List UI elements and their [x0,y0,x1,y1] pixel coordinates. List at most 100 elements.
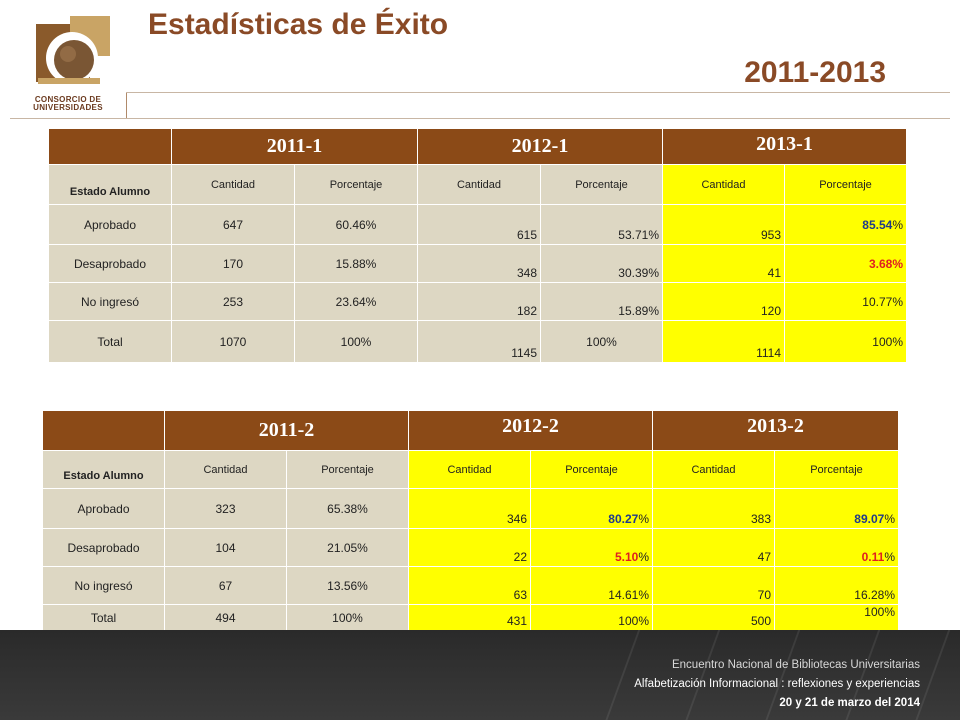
period-header: 2013-2 [652,410,899,451]
porcentaje-cell: 65.38% [286,488,409,529]
col-cantidad: Cantidad [408,450,531,489]
footer-event-date: 20 y 21 de marzo del 2014 [779,697,920,709]
porcentaje-cell: 100% [784,320,907,363]
period-header: 2013-1 [662,128,907,165]
estado-cell: Aprobado [48,204,172,245]
cantidad-cell: 953 [662,204,785,245]
table-corner [48,128,172,165]
estado-cell: No ingresó [42,566,165,605]
period-header: 2011-2 [164,410,409,451]
porcentaje-value: 16.28 [854,588,885,602]
porcentaje-cell: 13.56% [286,566,409,605]
porcentaje-cell: 53.71% [540,204,663,245]
estado-cell: No ingresó [48,282,172,321]
estado-cell: Total [42,604,165,631]
header-divider-vertical [126,92,127,118]
porcentaje-value: 89.07 [854,512,885,526]
estado-cell: Desaprobado [42,528,165,567]
estado-cell: Total [48,320,172,363]
table-row: No ingresó 67 13.56% 63 14.61% 70 16.28% [42,566,899,605]
col-cantidad: Cantidad [652,450,775,489]
porcentaje-cell: 21.05% [286,528,409,567]
period-header: 2012-1 [417,128,663,165]
footer-background [0,630,960,720]
cantidad-cell: 383 [652,488,775,529]
cantidad-cell: 120 [662,282,785,321]
porcentaje-cell: 10.77% [784,282,907,321]
cantidad-cell: 431 [408,604,531,631]
porcentaje-suffix: % [892,217,903,232]
footer-event-theme: Alfabetización Informacional : reflexion… [634,678,920,690]
table-row: No ingresó 253 23.64% 182 15.89% 120 10.… [48,282,907,321]
period-header: 2011-1 [171,128,418,165]
porcentaje-cell: 100% [774,604,899,631]
col-porcentaje: Porcentaje [774,450,899,489]
porcentaje-cell: 16.28% [774,566,899,605]
cantidad-cell: 615 [417,204,541,245]
logo-text-line2: UNIVERSIDADES [33,103,103,112]
cantidad-cell: 323 [164,488,287,529]
cantidad-cell: 494 [164,604,287,631]
estado-cell: Desaprobado [48,244,172,283]
porcentaje-value: 5.10 [614,550,639,564]
porcentaje-suffix: % [638,550,649,564]
header-divider-top [126,92,950,93]
cantidad-cell: 63 [408,566,531,605]
porcentaje-cell: 60.46% [294,204,418,245]
logo-text-line1: CONSORCIO DE [34,95,102,104]
table-row: Desaprobado 170 15.88% 348 30.39% 41 3.6… [48,244,907,283]
cantidad-cell: 647 [171,204,295,245]
table-row: Desaprobado 104 21.05% 22 5.10% 47 0.11% [42,528,899,567]
col-cantidad: Cantidad [171,164,295,205]
porcentaje-cell: 100% [294,320,418,363]
porcentaje-value: 85.54 [862,217,893,232]
col-cantidad: Cantidad [417,164,541,205]
cantidad-cell: 47 [652,528,775,567]
porcentaje-cell: 3.68% [784,244,907,283]
col-cantidad: Cantidad [662,164,785,205]
porcentaje-cell: 23.64% [294,282,418,321]
col-porcentaje: Porcentaje [286,450,409,489]
estado-cell: Aprobado [42,488,165,529]
period-header: 2012-2 [408,410,653,451]
cantidad-cell: 70 [652,566,775,605]
cantidad-cell: 182 [417,282,541,321]
cantidad-cell: 346 [408,488,531,529]
porcentaje-cell: 14.61% [530,566,653,605]
cantidad-cell: 500 [652,604,775,631]
porcentaje-suffix: % [884,588,895,602]
cantidad-cell: 253 [171,282,295,321]
porcentaje-cell: 85.54% [784,204,907,245]
cantidad-cell: 67 [164,566,287,605]
consorcio-logo [36,16,110,84]
porcentaje-cell: 5.10% [530,528,653,567]
table-row: Aprobado 647 60.46% 615 53.71% 953 85.54… [48,204,907,245]
col-porcentaje: Porcentaje [540,164,663,205]
page-years: 2011-2013 [744,56,886,89]
porcentaje-cell: 100% [530,604,653,631]
porcentaje-suffix: % [884,550,895,564]
cantidad-cell: 348 [417,244,541,283]
porcentaje-value: 80.27 [608,512,639,526]
porcentaje-cell: 15.89% [540,282,663,321]
porcentaje-suffix: % [884,512,895,526]
table-row: Aprobado 323 65.38% 346 80.27% 383 89.07… [42,488,899,529]
col-porcentaje: Porcentaje [784,164,907,205]
porcentaje-value: 0.11 [861,550,885,564]
logo-text: CONSORCIO DE UNIVERSIDADES [18,96,118,112]
porcentaje-value: 3.68% [868,256,903,271]
col-porcentaje: Porcentaje [530,450,653,489]
cantidad-cell: 170 [171,244,295,283]
porcentaje-cell: 80.27% [530,488,653,529]
stats-table-first-semester: 2011-1 2012-1 2013-1 Estado Alumno Canti… [48,128,907,363]
cantidad-cell: 22 [408,528,531,567]
porcentaje-cell: 100% [540,320,663,363]
cantidad-cell: 1114 [662,320,785,363]
table-corner [42,410,165,451]
header-divider [10,118,950,119]
cantidad-cell: 1145 [417,320,541,363]
porcentaje-cell: 30.39% [540,244,663,283]
col-porcentaje: Porcentaje [294,164,418,205]
stats-table-second-semester: 2011-2 2012-2 2013-2 Estado Alumno Canti… [42,410,899,631]
porcentaje-cell: 100% [286,604,409,631]
